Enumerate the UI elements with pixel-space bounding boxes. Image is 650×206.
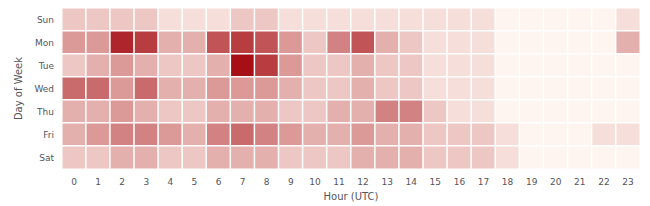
- svg-text:Day of Week: Day of Week: [13, 57, 24, 120]
- svg-text:4: 4: [168, 177, 174, 187]
- svg-text:15: 15: [430, 177, 441, 187]
- svg-text:6: 6: [216, 177, 222, 187]
- svg-text:Tue: Tue: [38, 61, 55, 71]
- svg-text:9: 9: [288, 177, 294, 187]
- svg-text:11: 11: [333, 177, 344, 187]
- svg-text:Fri: Fri: [43, 130, 54, 140]
- svg-text:23: 23: [622, 177, 633, 187]
- svg-text:0: 0: [71, 177, 77, 187]
- svg-text:Sun: Sun: [37, 15, 54, 25]
- svg-text:3: 3: [143, 177, 149, 187]
- svg-text:8: 8: [264, 177, 270, 187]
- svg-text:2: 2: [119, 177, 125, 187]
- svg-text:7: 7: [240, 177, 246, 187]
- svg-text:10: 10: [309, 177, 321, 187]
- svg-text:5: 5: [192, 177, 198, 187]
- svg-text:17: 17: [478, 177, 489, 187]
- svg-text:21: 21: [574, 177, 585, 187]
- svg-text:12: 12: [357, 177, 368, 187]
- svg-text:18: 18: [502, 177, 514, 187]
- svg-text:13: 13: [381, 177, 392, 187]
- svg-text:Mon: Mon: [35, 38, 54, 48]
- svg-text:Wed: Wed: [34, 84, 54, 94]
- svg-text:1: 1: [95, 177, 101, 187]
- svg-text:Hour (UTC): Hour (UTC): [324, 191, 379, 202]
- svg-text:Sat: Sat: [39, 153, 54, 163]
- svg-text:20: 20: [550, 177, 562, 187]
- svg-text:14: 14: [405, 177, 417, 187]
- svg-text:22: 22: [598, 177, 609, 187]
- svg-text:Thu: Thu: [36, 107, 54, 117]
- svg-text:16: 16: [454, 177, 466, 187]
- svg-text:19: 19: [526, 177, 538, 187]
